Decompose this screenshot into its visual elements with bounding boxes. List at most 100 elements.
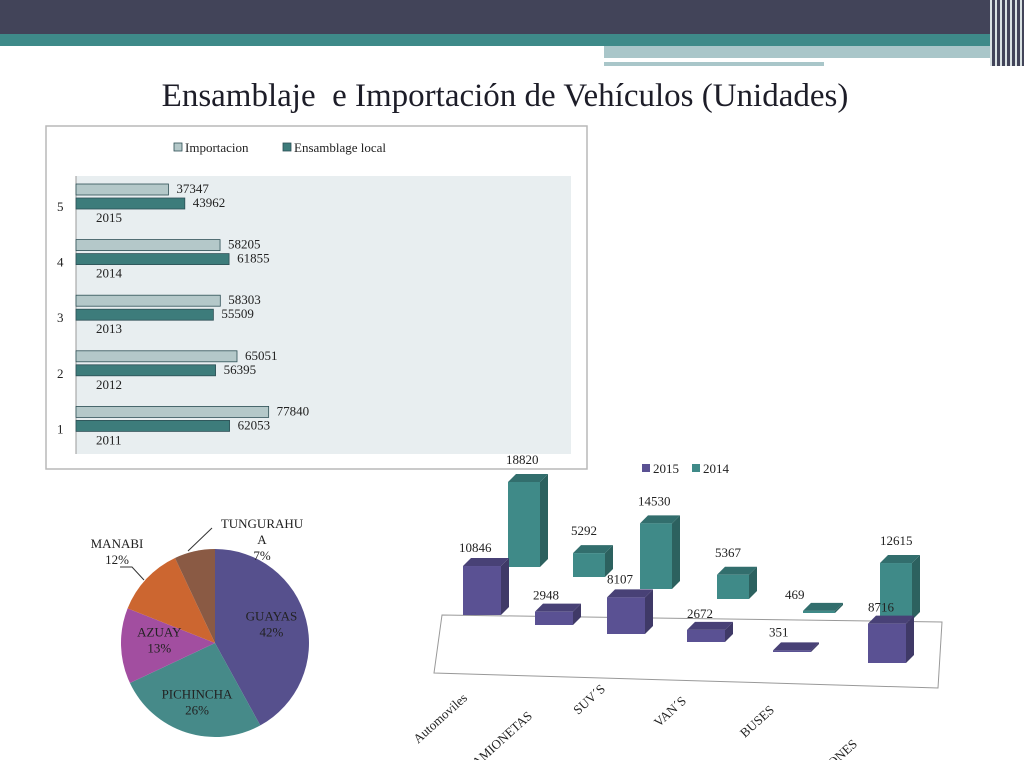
bar-2015-suv´s-side	[645, 589, 653, 634]
category-tick-label: 2	[57, 366, 64, 381]
bar-2014-van´s-top	[717, 566, 757, 575]
bar-2014-automoviles-side	[540, 474, 548, 567]
data-label-2015: 2672	[687, 606, 713, 621]
legend-label-2014: 2014	[703, 461, 730, 476]
bar-2015-camionetas-top	[535, 603, 581, 612]
bar-2014-suv´s-side	[672, 515, 680, 589]
legend-label-2015: 2015	[653, 461, 679, 476]
horizontal-bar-chart: Importacion Ensamblage local 77840 62053 2…	[45, 125, 588, 470]
bar-2014-camionetas-top	[573, 545, 613, 554]
bar-2014-suv´s-top	[640, 515, 680, 524]
year-label: 2013	[96, 321, 122, 336]
data-label-2014: 18820	[506, 455, 539, 467]
bar-2015-buses	[773, 650, 811, 652]
data-label-importacion: 77840	[277, 403, 310, 418]
data-label-importacion: 58303	[228, 292, 261, 307]
data-label-ensamblaje: 43962	[193, 195, 226, 210]
bar-importacion	[75, 183, 169, 196]
bar-2014-automoviles-top	[508, 474, 548, 482]
data-label-2015: 10846	[459, 540, 492, 555]
bar-2014-suv´s	[640, 523, 672, 589]
bar-2015-buses-top	[773, 642, 819, 651]
pie-label-tungurahua: TUNGURAHU A 7%	[221, 518, 304, 563]
bar-2014-camiones-side	[912, 555, 920, 620]
bar-2014-buses-side	[835, 602, 843, 613]
legend-label-importacion: Importacion	[185, 140, 249, 155]
data-label-ensamblaje: 62053	[238, 417, 271, 432]
pie-slice-guayas	[215, 549, 309, 726]
bar-ensamblaje	[75, 419, 230, 432]
data-label-2015: 351	[769, 624, 789, 639]
legend-swatch-importacion	[173, 142, 183, 152]
category-tick-label: 4	[57, 255, 64, 270]
column-3d-chart: 2015 2014 18820 5292 14530 5367 469 12615 1084…	[410, 455, 943, 760]
bar-2015-camiones	[868, 623, 906, 663]
data-label-ensamblaje: 61855	[237, 251, 270, 266]
bar-2014-camiones-top	[880, 555, 920, 564]
data-label-2015: 8107	[607, 571, 634, 586]
bar-2015-camiones-side	[906, 615, 914, 663]
bar-ensamblaje	[75, 364, 216, 377]
pie-slice-azuay	[121, 608, 215, 684]
bar-importacion	[75, 294, 221, 307]
pie-label-pichincha: PICHINCHA 26%	[162, 686, 233, 717]
bar-importacion	[75, 405, 270, 418]
data-label-2015: 8716	[868, 600, 895, 615]
bar-2015-van´s	[687, 629, 725, 642]
pie-label-manabi: MANABI 12%	[91, 536, 144, 567]
year-label: 2012	[96, 377, 122, 392]
bar-2014-buses	[803, 610, 835, 613]
year-label: 2011	[96, 432, 122, 447]
floor-plane	[433, 614, 943, 689]
pie-chart: GUAYAS 42% PICHINCHA 26% AZUAY 13% MANABI 12% TU…	[91, 518, 309, 737]
bar-2015-camionetas-side	[573, 603, 581, 625]
data-label-2014: 14530	[638, 493, 671, 508]
header-corner-stripes	[990, 0, 1024, 66]
bar-2015-van´s-top	[687, 621, 733, 630]
bar-ensamblaje	[75, 197, 186, 210]
bar-2015-van´s-side	[725, 621, 733, 642]
bar-2014-van´s-side	[749, 566, 757, 599]
pie-leader-manabi	[120, 566, 145, 581]
category-tick-label: CAMIONETAS	[462, 708, 535, 760]
year-label: 2014	[96, 266, 123, 281]
legend-swatch-ensamblaje	[282, 142, 292, 152]
legend-swatch-2014	[692, 464, 700, 472]
data-label-ensamblaje: 55509	[221, 306, 254, 321]
category-tick-label: BUSES	[737, 702, 777, 740]
category-tick-label: SUV´S	[570, 681, 608, 717]
pie-label-guayas: GUAYAS 42%	[246, 609, 298, 640]
header-light-band-2	[604, 62, 824, 66]
pie-slice-tungurahua	[174, 549, 215, 643]
bar-2014-camionetas	[573, 553, 605, 577]
data-label-2014: 5367	[715, 545, 742, 560]
bar-2015-buses-side	[811, 642, 819, 652]
bar-2015-suv´s	[607, 597, 645, 634]
bar-2014-buses-top	[803, 602, 843, 611]
bar-importacion	[75, 239, 221, 251]
category-tick-label: Automoviles	[410, 690, 470, 746]
header-dark-band	[0, 0, 1024, 34]
year-label: 2015	[96, 210, 122, 225]
category-tick-label: VAN´S	[651, 693, 689, 730]
bar-2014-camiones	[880, 563, 912, 620]
bar-2015-automoviles	[463, 566, 501, 615]
category-tick-label: 1	[57, 421, 64, 436]
data-label-2014: 469	[785, 587, 805, 602]
bar-importacion	[75, 350, 238, 363]
header-teal-band	[0, 34, 1024, 46]
bar-ensamblaje	[75, 308, 214, 321]
bar-2014-automoviles	[508, 482, 540, 567]
chart-legend: Importacion Ensamblage local	[173, 140, 386, 155]
legend-swatch-2015	[642, 464, 650, 472]
data-label-2014: 12615	[880, 533, 913, 548]
bar-2015-automoviles-top	[463, 558, 509, 567]
bar-2015-automoviles-side	[501, 558, 509, 615]
legend-label-ensamblaje: Ensamblage local	[294, 140, 386, 155]
bar-2015-camionetas	[535, 611, 573, 625]
chart-legend-3d: 2015 2014	[642, 461, 730, 476]
bar-2015-camiones-top	[868, 615, 914, 624]
column-marks: 1882052921453053674691261510846294881072…	[410, 455, 943, 760]
pie-slice-pichincha	[129, 643, 261, 737]
